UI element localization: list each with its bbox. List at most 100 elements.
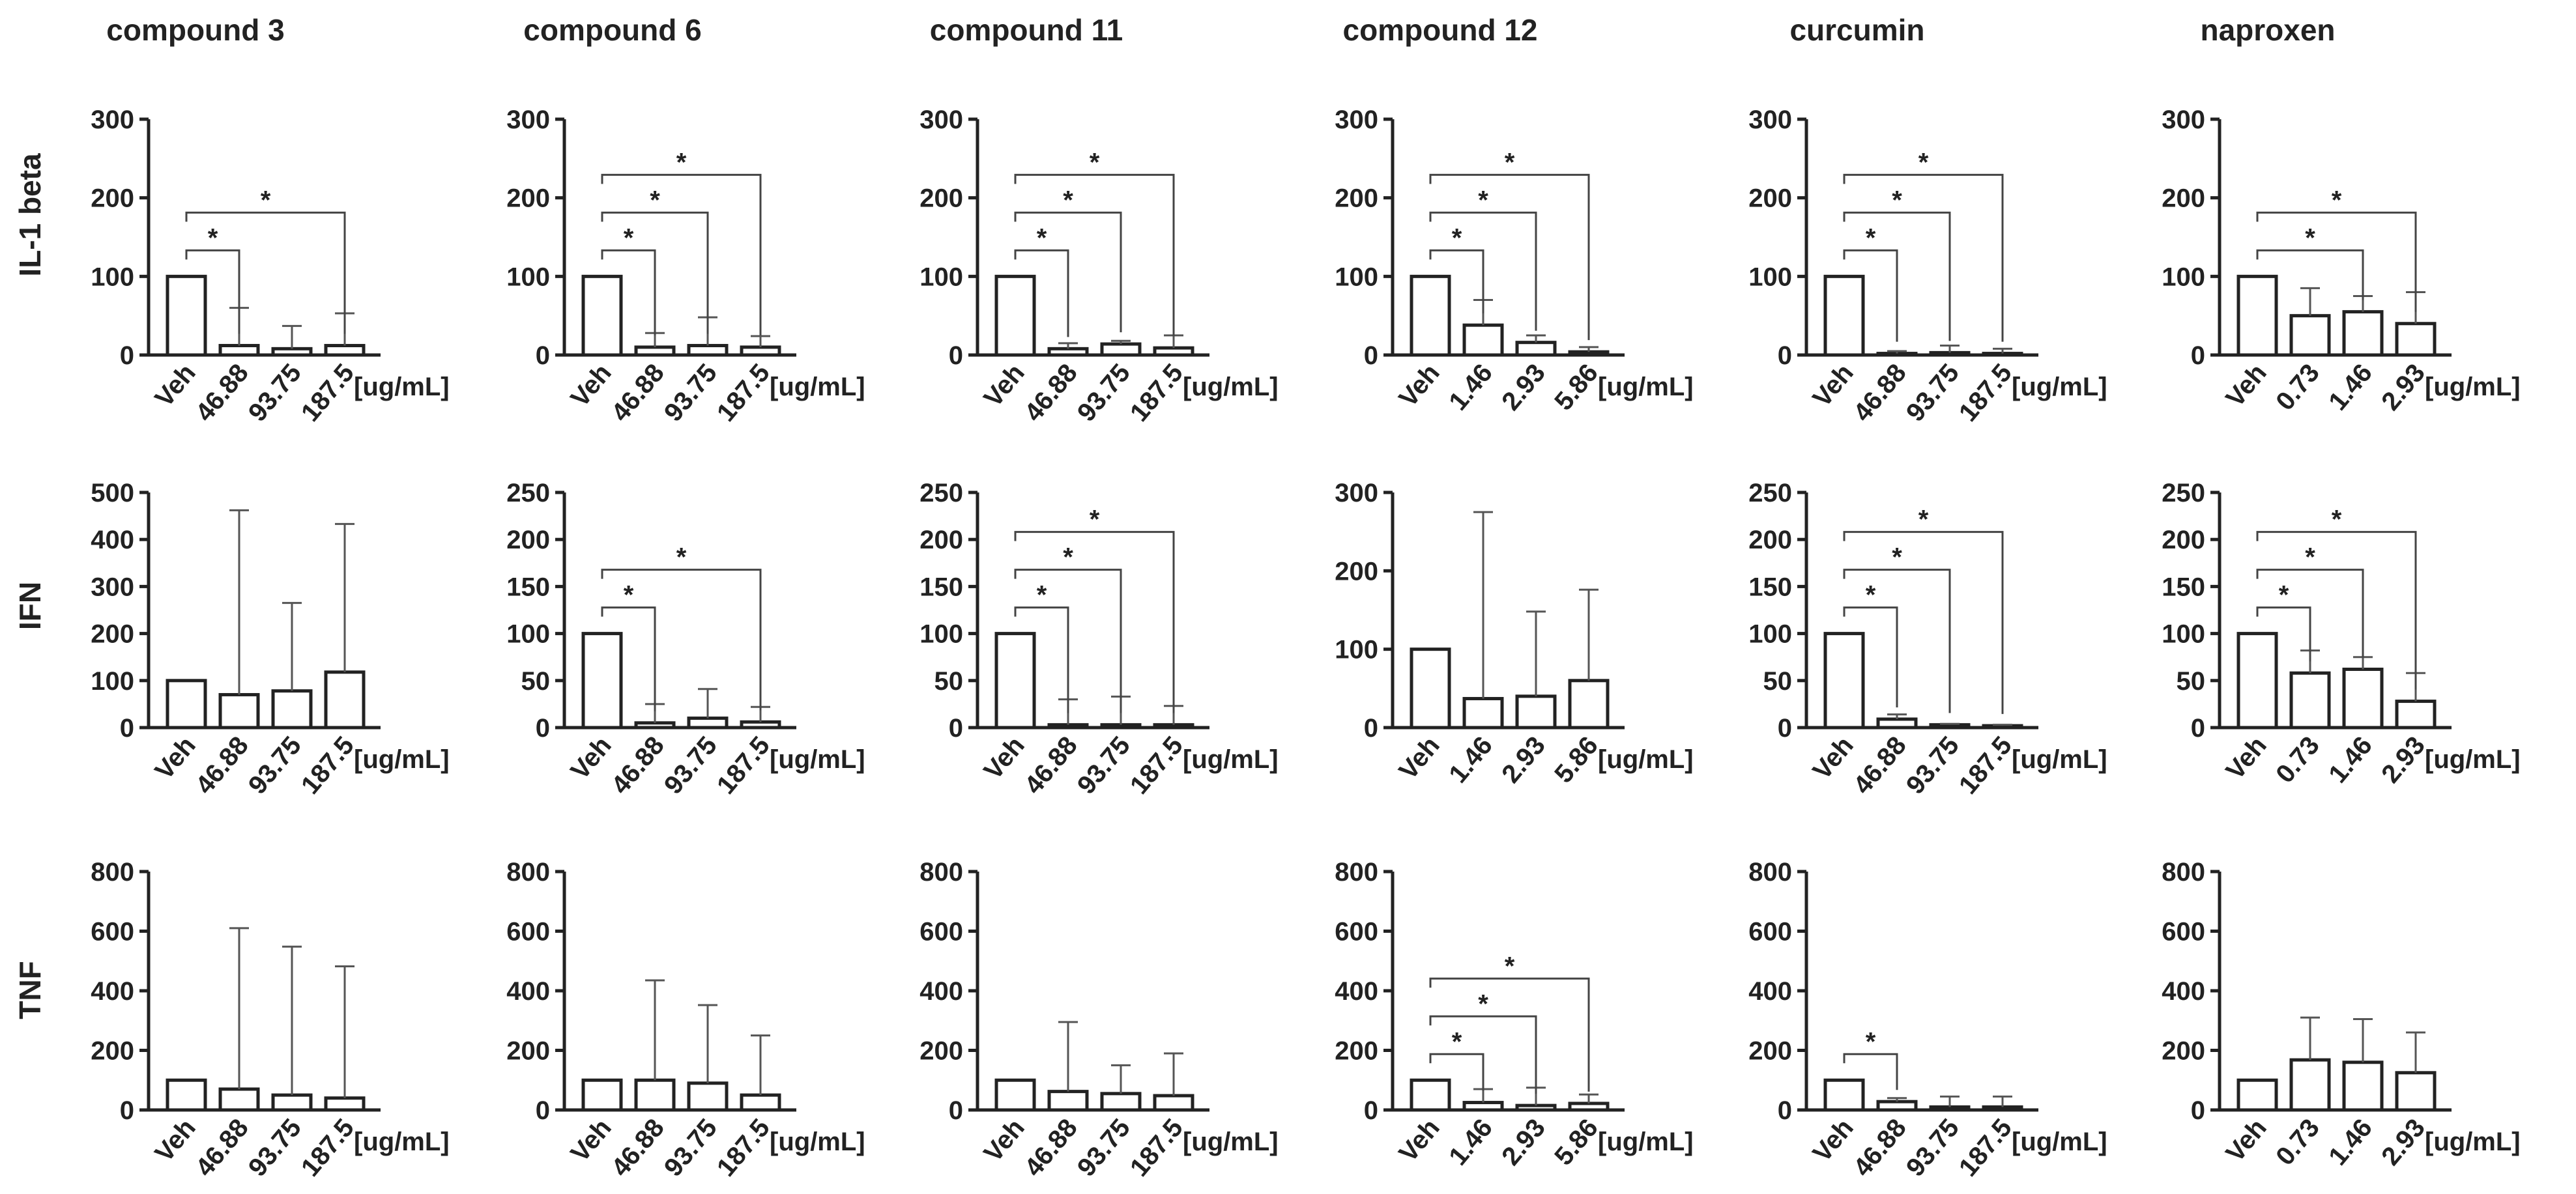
y-tick-label: 0 (1778, 714, 1792, 743)
y-tick-label: 0 (2191, 1096, 2205, 1125)
bar (271, 347, 313, 357)
x-tick-label: 187.5 (1125, 1114, 1189, 1182)
y-tick-label: 600 (1335, 918, 1378, 946)
significance-star: * (2279, 581, 2289, 610)
y-tick-label: 300 (1335, 479, 1378, 507)
unit-label: [ug/mL] (354, 373, 450, 401)
x-tick-label: 0.73 (2270, 359, 2325, 416)
bar (2289, 671, 2331, 730)
bar (581, 632, 623, 730)
significance-bracket (1843, 569, 1951, 713)
x-tick-label: 187.5 (1954, 1114, 2018, 1182)
x-tick-label: 2.93 (2376, 732, 2431, 789)
bar (1876, 717, 1918, 730)
bar (1462, 1101, 1504, 1112)
significance-star: * (1090, 148, 1100, 177)
x-tick-label: 46.88 (190, 732, 254, 800)
y-tick-label: 0 (120, 1096, 134, 1125)
y-tick-label: 0 (536, 714, 550, 743)
y-tick-label: 100 (506, 263, 550, 291)
y-tick-label: 0 (2191, 714, 2205, 743)
x-tick-label: 1.46 (1443, 359, 1498, 416)
bar (1047, 723, 1089, 730)
x-tick-label: 0.73 (2270, 1114, 2325, 1171)
x-tick-label: 2.93 (2376, 359, 2431, 416)
y-tick-label: 0 (949, 1096, 963, 1125)
bar (740, 720, 781, 730)
bar (740, 1093, 781, 1112)
bar (994, 632, 1036, 730)
unit-label: [ug/mL] (2425, 373, 2521, 401)
x-tick-label: 1.46 (2323, 1114, 2378, 1171)
bar (1153, 723, 1194, 730)
x-tick-label: 2.93 (1496, 1114, 1551, 1171)
significance-bracket (1014, 531, 1175, 713)
bar (1047, 347, 1089, 357)
significance-star: * (1037, 581, 1047, 610)
significance-star: * (2332, 186, 2342, 214)
x-tick-label: 93.75 (243, 359, 307, 427)
x-tick-label: 93.75 (1072, 732, 1136, 800)
y-tick-label: 200 (919, 184, 963, 213)
bar (994, 274, 1036, 357)
y-tick-label: 0 (1778, 1096, 1792, 1125)
x-tick-label: 46.88 (1848, 359, 1912, 427)
bar (1047, 1090, 1089, 1112)
significance-star: * (1478, 989, 1488, 1018)
x-tick-label: 93.75 (1901, 1114, 1965, 1182)
significance-star: * (624, 581, 634, 610)
unit-label: [ug/mL] (2012, 373, 2107, 401)
significance-star: * (1452, 1027, 1462, 1056)
y-tick-label: 200 (91, 184, 134, 213)
bar (2342, 1060, 2384, 1112)
y-tick-label: 250 (506, 479, 550, 507)
y-tick-label: 600 (91, 918, 134, 946)
bar (1100, 1092, 1142, 1112)
x-tick-label: 1.46 (2323, 359, 2378, 416)
significance-bracket (1014, 211, 1122, 333)
y-tick-label: 200 (506, 184, 550, 213)
y-tick-label: 0 (536, 341, 550, 370)
bar (2289, 1058, 2331, 1112)
significance-bracket (1843, 211, 1951, 341)
y-tick-label: 600 (1748, 918, 1792, 946)
bar (1515, 1103, 1557, 1112)
bar (271, 1093, 313, 1112)
y-tick-label: 50 (934, 667, 964, 696)
x-tick-label: 2.93 (1496, 359, 1551, 416)
bar (1929, 1105, 1971, 1112)
x-tick-label: 46.88 (1019, 359, 1083, 427)
significance-star: * (624, 223, 634, 252)
row-label-ifn: IFN (13, 582, 47, 630)
significance-star: * (1892, 543, 1902, 572)
y-tick-label: 100 (506, 620, 550, 649)
x-tick-label: 5.86 (1549, 359, 1604, 416)
y-tick-label: 50 (2177, 667, 2206, 696)
bar (2395, 1071, 2437, 1112)
significance-bracket (1014, 249, 1069, 337)
bar (1982, 1105, 2023, 1112)
significance-bracket (1014, 173, 1175, 337)
y-tick-label: 200 (2162, 184, 2205, 213)
significance-bracket (185, 211, 346, 334)
x-tick-label: Veh (2220, 732, 2272, 786)
y-tick-label: 0 (1778, 341, 1792, 370)
y-tick-label: 600 (506, 918, 550, 946)
unit-label: [ug/mL] (2425, 745, 2521, 774)
significance-star: * (1063, 186, 1073, 214)
y-tick-label: 800 (919, 858, 963, 887)
column-titles: compound 3 compound 6 compound 11 compou… (106, 13, 2335, 47)
unit-label: [ug/mL] (1183, 1128, 1279, 1156)
significance-star: * (261, 186, 271, 214)
y-tick-label: 0 (1364, 1096, 1378, 1125)
x-tick-label: 187.5 (1125, 359, 1189, 427)
column-title-compound-6: compound 6 (523, 13, 701, 47)
bar (324, 670, 366, 730)
x-tick-label: Veh (2220, 359, 2272, 413)
bar (1823, 274, 1865, 357)
x-tick-label: 93.75 (243, 1114, 307, 1182)
y-tick-label: 800 (506, 858, 550, 887)
